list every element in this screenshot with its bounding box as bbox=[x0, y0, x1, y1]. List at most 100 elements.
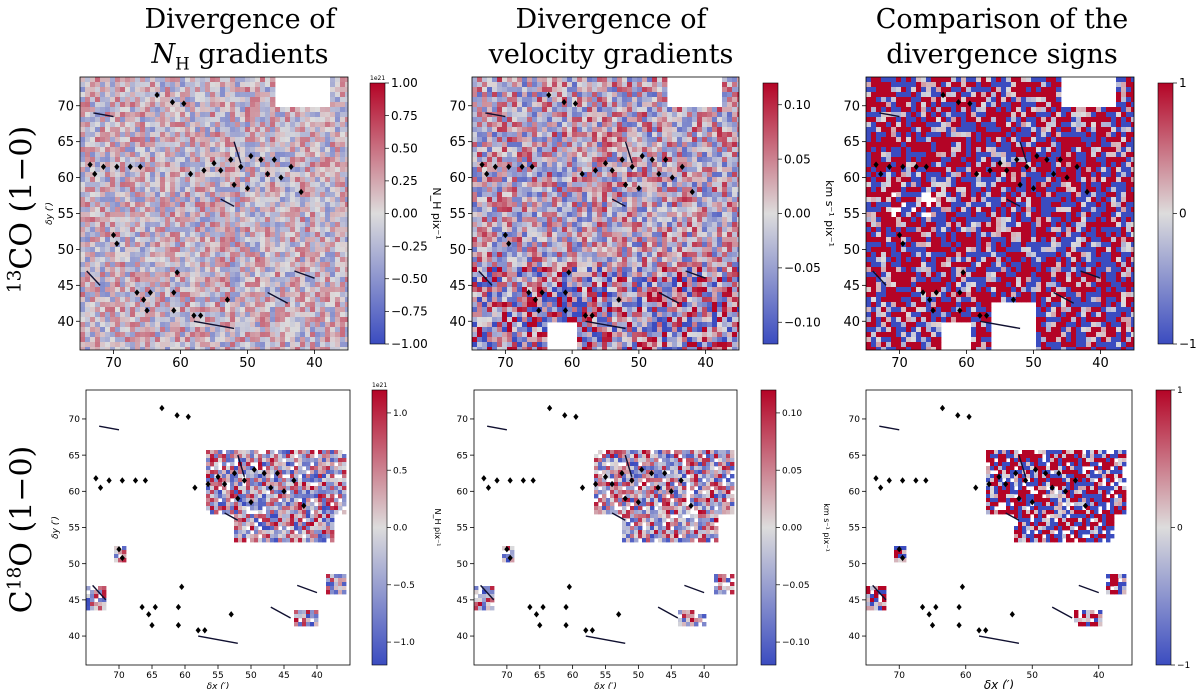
colorbar-tick-label: −1 bbox=[1177, 661, 1190, 671]
filament-line bbox=[585, 320, 626, 330]
source-marker bbox=[566, 583, 572, 591]
source-marker bbox=[159, 404, 165, 412]
colorbar-tick-label: 0.05 bbox=[784, 152, 811, 166]
y-tick-label: 70 bbox=[449, 99, 466, 114]
source-marker bbox=[1009, 611, 1015, 618]
source-marker bbox=[1034, 152, 1040, 160]
colorbar-tick-label: 0.10 bbox=[784, 98, 811, 112]
y-tick-label: 50 bbox=[57, 243, 74, 258]
source-marker bbox=[248, 498, 254, 506]
x-axis-label: δx (′) bbox=[984, 678, 1014, 689]
x-tick-label: 55 bbox=[212, 671, 223, 681]
source-marker bbox=[997, 160, 1003, 167]
source-marker bbox=[288, 163, 294, 171]
source-marker bbox=[202, 627, 208, 634]
y-tick-label: 70 bbox=[457, 415, 469, 425]
x-tick-label: 70 bbox=[894, 671, 906, 681]
filament-line bbox=[86, 270, 101, 286]
x-tick-label: 60 bbox=[958, 356, 975, 371]
source-marker bbox=[1056, 470, 1062, 477]
colorbar-tick-label: 0.50 bbox=[391, 141, 418, 155]
source-marker bbox=[983, 627, 989, 634]
source-marker bbox=[900, 240, 906, 247]
source-marker bbox=[926, 611, 932, 618]
colorbar-label: km s⁻¹ pix⁻¹ bbox=[822, 503, 831, 552]
column-title-velocity: Divergence of velocity gradients bbox=[446, 2, 776, 72]
filament-line bbox=[585, 635, 626, 644]
source-marker bbox=[923, 477, 929, 484]
source-marker bbox=[959, 583, 966, 591]
source-marker bbox=[616, 611, 622, 618]
source-marker bbox=[251, 466, 257, 473]
source-marker bbox=[198, 312, 204, 319]
source-marker bbox=[1051, 170, 1057, 178]
source-marker bbox=[139, 603, 145, 611]
source-marker bbox=[655, 484, 661, 491]
colorbar-tick-label: −0.25 bbox=[391, 239, 428, 253]
colorbar-tick-label: −0.50 bbox=[391, 272, 428, 286]
source-marker bbox=[1074, 163, 1080, 171]
source-marker bbox=[987, 167, 993, 174]
source-marker bbox=[228, 156, 234, 163]
source-marker bbox=[174, 269, 180, 276]
source-marker bbox=[484, 170, 490, 178]
source-marker bbox=[609, 167, 615, 174]
colorbar-tick-label: −0.10 bbox=[782, 638, 810, 648]
source-marker bbox=[956, 621, 962, 629]
source-marker bbox=[679, 163, 685, 171]
source-marker bbox=[218, 167, 224, 174]
source-marker bbox=[639, 466, 645, 473]
x-tick-label: 60 bbox=[960, 671, 972, 681]
source-marker bbox=[106, 477, 112, 484]
source-marker bbox=[1084, 188, 1090, 196]
source-marker bbox=[146, 611, 152, 618]
source-marker bbox=[281, 488, 287, 495]
filament-line bbox=[270, 606, 291, 619]
x-tick-label: 45 bbox=[666, 671, 677, 681]
source-marker bbox=[582, 312, 589, 319]
y-tick-label: 65 bbox=[843, 135, 860, 150]
source-marker bbox=[238, 163, 244, 171]
heatmap-field bbox=[866, 77, 1134, 350]
filament-line bbox=[92, 584, 107, 601]
filament-line bbox=[684, 584, 705, 594]
filament-line bbox=[624, 141, 633, 164]
source-marker bbox=[506, 163, 512, 171]
x-tick-label: 70 bbox=[105, 356, 122, 371]
source-marker bbox=[142, 477, 148, 484]
colorbar-tick-label: 0.25 bbox=[391, 174, 418, 188]
colorbar-tick-label: 0.00 bbox=[782, 524, 802, 534]
source-marker bbox=[215, 473, 221, 481]
source-marker bbox=[494, 477, 500, 484]
y-tick-label: 50 bbox=[69, 560, 81, 570]
colorbar-bar bbox=[371, 389, 388, 666]
filament-line bbox=[611, 198, 626, 207]
panel-0: 70 60 50 40 40 45 50 55 60 65 70 δy (′) bbox=[45, 76, 349, 371]
source-marker bbox=[171, 289, 177, 296]
y-tick-label: 55 bbox=[843, 207, 860, 222]
colorbar-tick-label: −1.0 bbox=[393, 638, 415, 648]
source-marker bbox=[261, 470, 267, 477]
colorbar-tick-label: −0.75 bbox=[391, 305, 428, 319]
colorbar-exponent: 1e21 bbox=[372, 382, 387, 389]
source-marker bbox=[562, 307, 569, 314]
source-marker bbox=[479, 161, 485, 168]
colorbar: 0.10 0.05 0.00 −0.05 −0.10 km s⁻¹ pix⁻¹ bbox=[762, 82, 836, 345]
source-marker bbox=[956, 603, 962, 611]
colorbar: 1.0 0.5 0.0 −0.5 −1.0 1e21 N_H pix⁻¹ bbox=[371, 382, 442, 666]
filament-line bbox=[1053, 291, 1075, 304]
source-marker bbox=[662, 156, 669, 163]
source-marker bbox=[1004, 167, 1010, 174]
source-marker bbox=[1062, 488, 1069, 495]
source-marker bbox=[265, 170, 271, 178]
source-marker bbox=[873, 475, 879, 482]
y-tick-label: 40 bbox=[457, 632, 469, 642]
source-marker bbox=[195, 627, 201, 634]
source-marker bbox=[93, 475, 99, 482]
source-marker bbox=[940, 91, 946, 99]
y-tick-label: 45 bbox=[57, 279, 74, 294]
source-marker bbox=[258, 156, 264, 163]
heatmap-field bbox=[472, 77, 739, 350]
source-marker bbox=[619, 156, 625, 163]
source-marker bbox=[119, 554, 125, 562]
